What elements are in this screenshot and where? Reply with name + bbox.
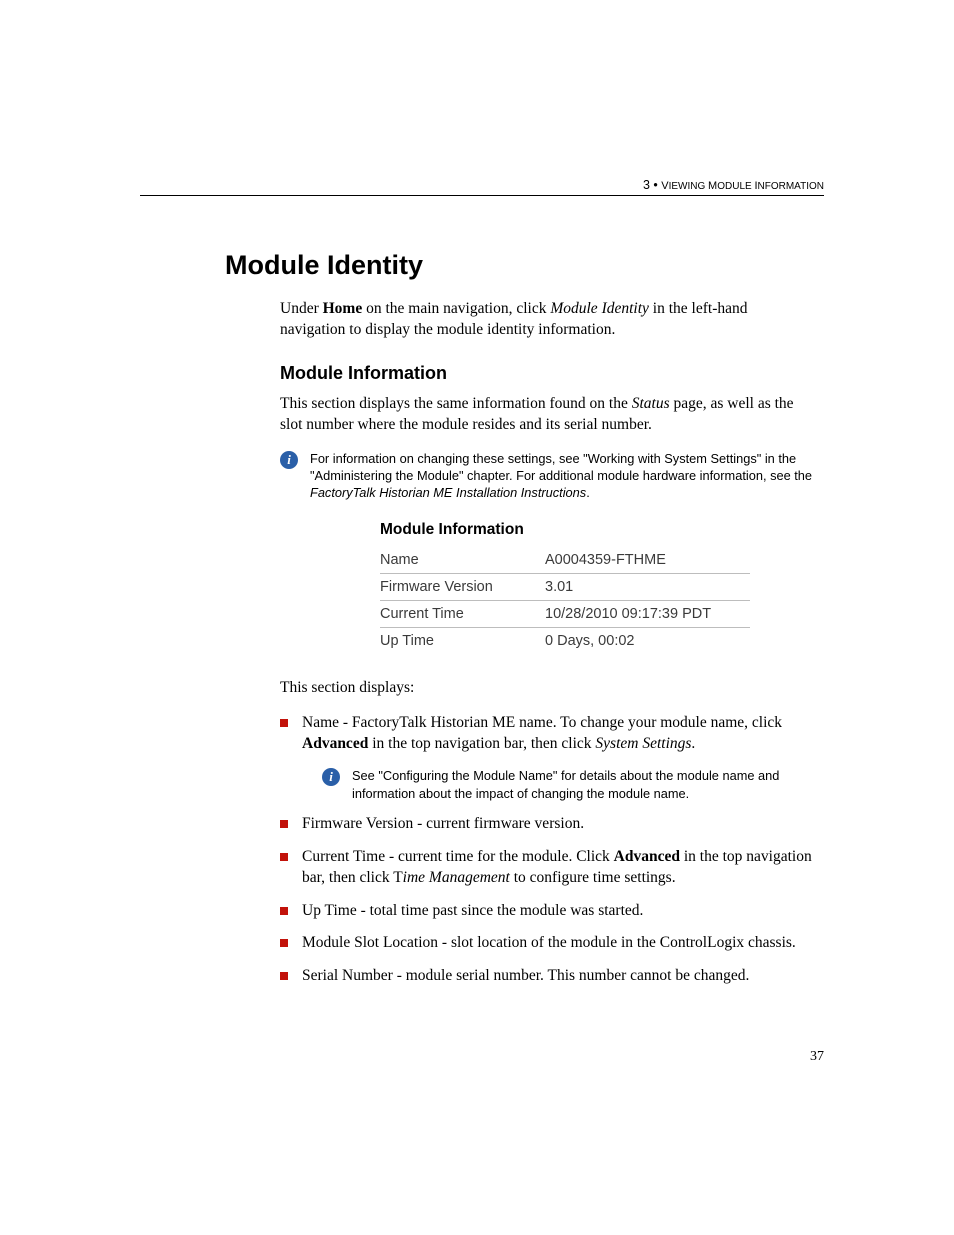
table-value: 3.01 — [545, 579, 573, 595]
table-value: 10/28/2010 09:17:39 PDT — [545, 606, 711, 622]
list-item: Firmware Version - current firmware vers… — [280, 814, 814, 835]
table-row: Name A0004359-FTHME — [380, 547, 750, 574]
table-title: Module Information — [380, 521, 750, 539]
table-row: Firmware Version 3.01 — [380, 574, 750, 601]
chapter-prefix: V — [661, 180, 668, 192]
document-page: 3 • VIEWING MODULE INFORMATION Module Id… — [0, 0, 954, 1235]
list-item: Name - FactoryTalk Historian ME name. To… — [280, 713, 814, 801]
info-icon — [322, 768, 340, 786]
intro-paragraph: Under Home on the main navigation, click… — [280, 299, 814, 341]
info-note: For information on changing these settin… — [280, 450, 814, 502]
info-note-text: See "Configuring the Module Name" for de… — [352, 767, 814, 802]
chapter-number: 3 — [643, 178, 650, 192]
page-title: Module Identity — [225, 250, 824, 281]
section-heading: Module Information — [280, 363, 814, 384]
page-header: 3 • VIEWING MODULE INFORMATION — [140, 178, 824, 196]
info-icon — [280, 451, 298, 469]
list-item: Current Time - current time for the modu… — [280, 847, 814, 889]
table-label: Firmware Version — [380, 579, 545, 595]
page-number: 37 — [810, 1049, 824, 1065]
section-paragraph: This section displays the same informati… — [280, 394, 814, 436]
module-info-table: Module Information Name A0004359-FTHME F… — [380, 521, 750, 654]
table-row: Up Time 0 Days, 00:02 — [380, 628, 750, 654]
table-row: Current Time 10/28/2010 09:17:39 PDT — [380, 601, 750, 628]
table-label: Name — [380, 552, 545, 568]
bullet-list: Name - FactoryTalk Historian ME name. To… — [280, 713, 814, 987]
list-item: Module Slot Location - slot location of … — [280, 933, 814, 954]
header-separator: • — [650, 178, 661, 192]
info-note: See "Configuring the Module Name" for de… — [322, 767, 814, 802]
table-label: Up Time — [380, 633, 545, 649]
list-item: Up Time - total time past since the modu… — [280, 901, 814, 922]
displays-intro: This section displays: — [280, 678, 814, 699]
table-value: A0004359-FTHME — [545, 552, 666, 568]
body-block: Under Home on the main navigation, click… — [280, 299, 814, 987]
table-label: Current Time — [380, 606, 545, 622]
chapter-title-rest: IEWING — [669, 181, 708, 192]
content-area: Module Identity Under Home on the main n… — [140, 250, 824, 987]
table-value: 0 Days, 00:02 — [545, 633, 634, 649]
info-note-text: For information on changing these settin… — [310, 450, 814, 502]
list-item: Serial Number - module serial number. Th… — [280, 966, 814, 987]
